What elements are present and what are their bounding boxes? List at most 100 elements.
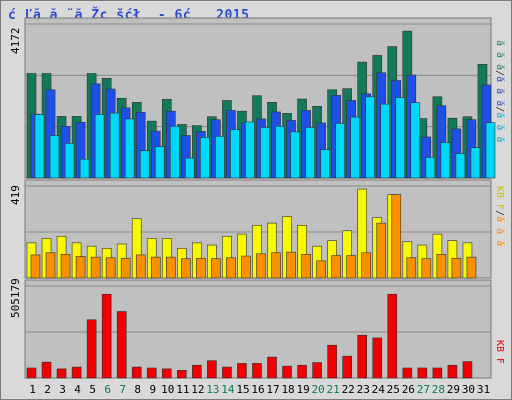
bar-panel1-series1-day20 xyxy=(316,260,326,279)
bar-panel2-series0-day10 xyxy=(161,368,172,379)
bar-panel0-series2-day14 xyxy=(230,129,240,179)
x-tick-label: 8 xyxy=(134,383,141,396)
x-tick-label: 12 xyxy=(191,383,204,396)
x-tick-label: 29 xyxy=(447,383,460,396)
bar-panel1-series1-day19 xyxy=(301,253,311,279)
x-tick-label: 30 xyxy=(462,383,475,396)
bar-panel1-series1-day8 xyxy=(135,254,146,279)
bar-panel0-series2-day2 xyxy=(49,135,60,179)
bar-panel0-series2-day4 xyxy=(79,158,90,179)
bar-panel0-series2-day7 xyxy=(124,118,135,179)
bar-panel1-series1-day12 xyxy=(196,257,206,279)
bar-panel0-series2-day23 xyxy=(365,96,376,179)
bar-panel2-series0-day11 xyxy=(177,370,187,379)
bar-panel1-series1-day5 xyxy=(90,256,101,279)
bar-panel0-series2-day27 xyxy=(425,157,436,179)
bar-panel1-series1-day17 xyxy=(271,252,281,279)
x-tick-label: 24 xyxy=(372,383,386,396)
bar-panel1-series1-day11 xyxy=(181,258,191,279)
bar-panel2-series0-day23 xyxy=(357,334,368,379)
bar-panel1-series1-day18 xyxy=(286,251,296,279)
bar-panel1-series1-day28 xyxy=(436,253,447,279)
bar-panel0-series2-day16 xyxy=(260,127,270,179)
bar-panel2-series0-day2 xyxy=(41,361,52,379)
bar-panel2-series0-day9 xyxy=(146,367,157,379)
bar-panel0-series2-day25 xyxy=(395,97,406,179)
bar-panel2-series0-day29 xyxy=(447,364,458,379)
bar-panel2-series0-day27 xyxy=(417,367,428,379)
x-tick-label: 6 xyxy=(104,383,111,396)
bar-panel0-series2-day3 xyxy=(64,143,75,179)
bar-panel2-series0-day8 xyxy=(131,366,142,379)
x-tick-label: 17 xyxy=(266,383,279,396)
bar-panel1-series1-day6 xyxy=(105,257,116,279)
x-tick-label: 3 xyxy=(59,383,66,396)
bar-panel2-series0-day30 xyxy=(462,361,473,379)
x-tick-label: 9 xyxy=(149,383,156,396)
bar-panel1-series1-day22 xyxy=(346,255,356,279)
x-tick-label: 20 xyxy=(312,383,325,396)
bar-panel0-series2-day18 xyxy=(290,131,300,179)
bar-panel1-series1-day9 xyxy=(150,256,161,279)
bar-panel1-series1-day1 xyxy=(30,254,41,279)
bar-panel0-series2-day9 xyxy=(154,146,165,179)
bar-panel1-series1-day10 xyxy=(165,256,176,279)
bar-panel0-series2-day28 xyxy=(440,142,451,179)
bar-panel2-series0-day12 xyxy=(192,364,202,379)
bar-panel2-series0-day7 xyxy=(116,311,127,379)
bar-panel2-series0-day13 xyxy=(207,360,217,379)
bar-panel1-series1-day25 xyxy=(391,194,402,279)
bar-panel0-series2-day10 xyxy=(169,126,180,179)
x-tick-label: 1 xyxy=(29,383,36,396)
x-tick-label: 31 xyxy=(477,383,490,396)
bar-panel1-series1-day14 xyxy=(226,257,236,279)
bar-panel0-series2-day24 xyxy=(380,103,391,179)
x-tick-label: 2 xyxy=(44,383,51,396)
x-tick-label: 26 xyxy=(402,383,415,396)
bar-panel1-series1-day2 xyxy=(45,252,56,279)
bar-panel2-series0-day24 xyxy=(372,337,383,379)
bar-panel1-series1-day23 xyxy=(361,252,372,279)
x-tick-label: 4 xyxy=(74,383,81,396)
bar-panel2-series0-day18 xyxy=(282,365,292,379)
x-tick-label: 22 xyxy=(342,383,355,396)
bar-panel1-series1-day27 xyxy=(421,258,432,279)
x-tick-label: 25 xyxy=(387,383,400,396)
bar-panel1-series1-day21 xyxy=(331,255,341,279)
x-tick-label: 28 xyxy=(432,383,445,396)
x-tick-label: 23 xyxy=(357,383,370,396)
bar-panel1-series1-day13 xyxy=(211,258,221,279)
bar-panel2-series0-day20 xyxy=(312,362,322,379)
bar-panel0-series2-day31 xyxy=(485,122,496,179)
bar-panel1-series1-day16 xyxy=(256,253,266,279)
x-tick-label: 11 xyxy=(176,383,189,396)
x-tick-label: 19 xyxy=(296,383,309,396)
bar-panel0-series2-day30 xyxy=(470,147,481,179)
bar-panel1-series1-day15 xyxy=(241,255,251,279)
bar-panel2-series0-day26 xyxy=(402,367,413,379)
bar-panel2-series0-day22 xyxy=(342,355,352,379)
bar-panel2-series0-day6 xyxy=(101,293,112,379)
bar-panel0-series2-day1 xyxy=(34,114,45,179)
bar-panel0-series2-day22 xyxy=(350,116,360,179)
bar-panel0-series2-day21 xyxy=(335,123,345,179)
x-tick-label: 16 xyxy=(251,383,264,396)
x-tick-label: 14 xyxy=(221,383,235,396)
bar-panel0-series2-day19 xyxy=(305,127,315,179)
bar-panel0-series2-day6 xyxy=(109,112,120,179)
bar-panel0-series2-day12 xyxy=(200,137,210,179)
bar-panel0-series2-day20 xyxy=(320,149,330,179)
bar-panel0-series2-day17 xyxy=(275,126,285,179)
bar-panel0-series2-day26 xyxy=(410,102,421,179)
bar-panel2-series0-day19 xyxy=(297,364,307,379)
bar-panel1-series1-day7 xyxy=(120,257,131,279)
x-tick-label: 7 xyxy=(119,383,126,396)
x-tick-label: 27 xyxy=(417,383,430,396)
bar-panel0-series2-day8 xyxy=(139,150,150,179)
bar-panel2-series0-day16 xyxy=(252,363,262,379)
x-tick-label: 5 xyxy=(89,383,96,396)
bar-panel1-series1-day30 xyxy=(466,256,477,279)
x-tick-label: 10 xyxy=(161,383,174,396)
bar-panel2-series0-day17 xyxy=(267,356,277,379)
